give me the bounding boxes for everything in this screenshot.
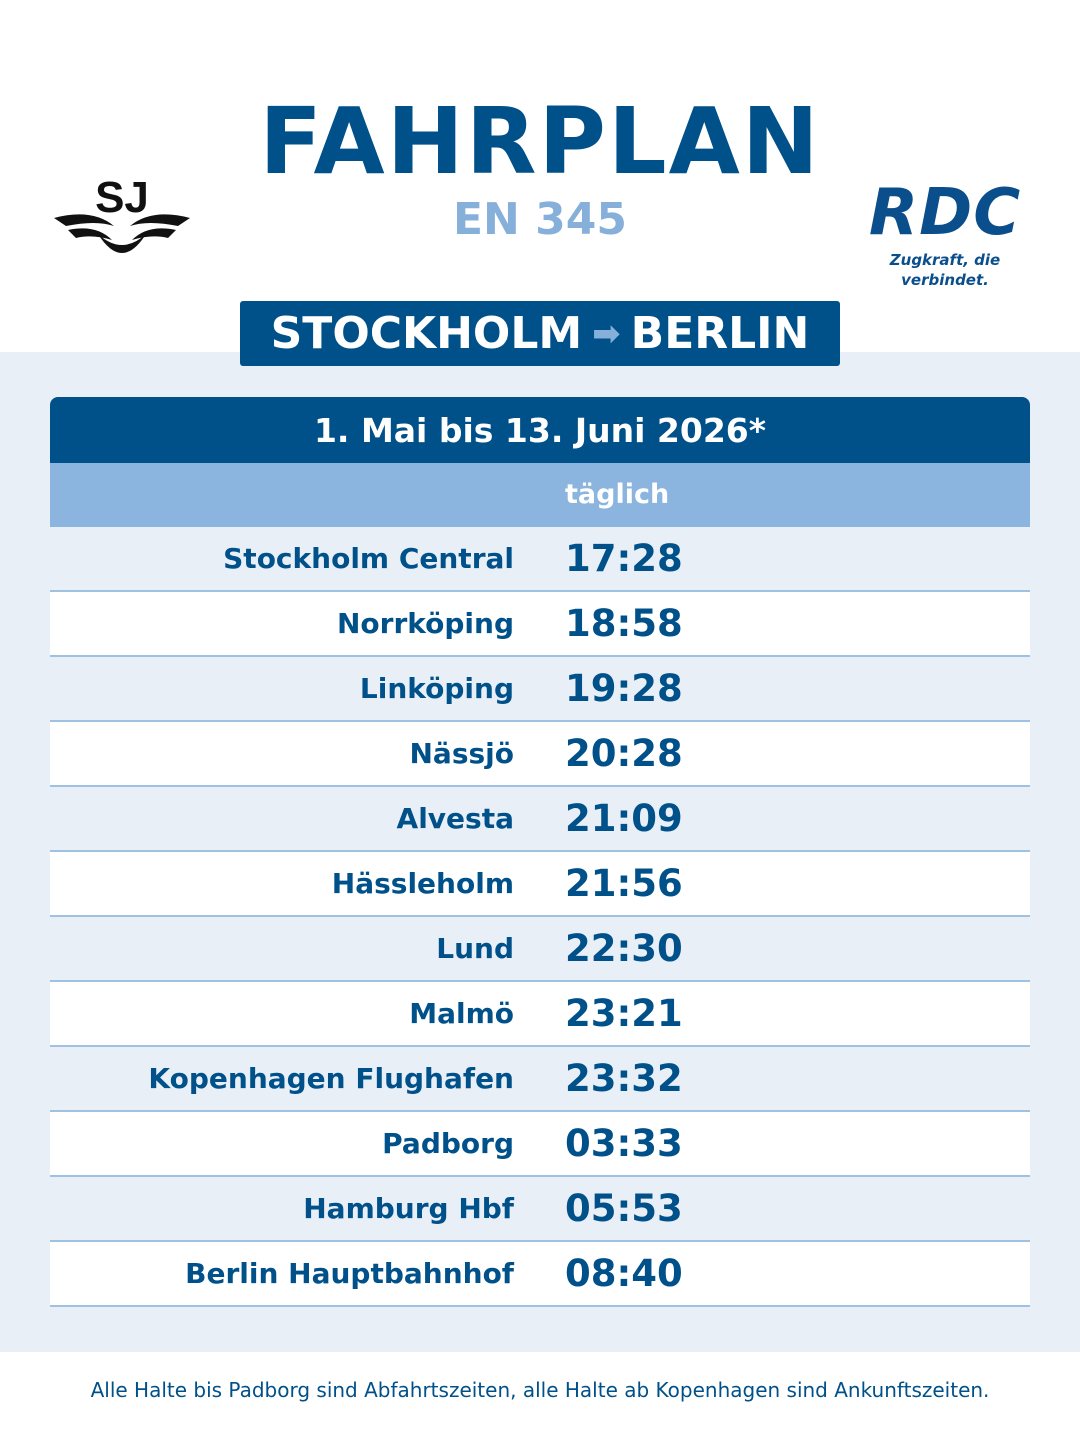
table-row: Hässleholm 21:56 xyxy=(50,852,1030,917)
stop-name: Malmö xyxy=(409,997,514,1030)
stop-list: Stockholm Central 17:28 Norrköping 18:58 Lin… xyxy=(50,527,1030,1307)
route-destination: BERLIN xyxy=(630,308,810,359)
stop-name: Lund xyxy=(436,932,514,965)
train-number: EN 345 xyxy=(452,194,628,245)
footnote: Alle Halte bis Padborg sind Abfahrtszeit… xyxy=(90,1378,990,1402)
table-row: Norrköping 18:58 xyxy=(50,592,1030,657)
table-row: Kopenhagen Flughafen 23:32 xyxy=(50,1047,1030,1112)
table-row: Berlin Hauptbahnhof 08:40 xyxy=(50,1242,1030,1307)
arrow-right-icon: ➡ xyxy=(592,313,621,354)
table-row: Stockholm Central 17:28 xyxy=(50,527,1030,592)
page-title: FAHRPLAN xyxy=(259,88,821,195)
stop-name: Linköping xyxy=(359,672,514,705)
table-row: Hamburg Hbf 05:53 xyxy=(50,1177,1030,1242)
route-origin: STOCKHOLM xyxy=(270,308,583,359)
sj-winged-logo-icon: SJ xyxy=(54,173,190,253)
stop-time: 18:58 xyxy=(565,602,683,645)
stop-name: Berlin Hauptbahnhof xyxy=(185,1257,514,1290)
table-row: Padborg 03:33 xyxy=(50,1112,1030,1177)
stop-name: Hässleholm xyxy=(331,867,514,900)
operating-days-label: täglich xyxy=(565,479,670,510)
stop-time: 08:40 xyxy=(565,1252,683,1295)
stop-time: 17:28 xyxy=(565,537,683,580)
stop-name: Kopenhagen Flughafen xyxy=(148,1062,514,1095)
sj-logo: SJ xyxy=(52,168,192,268)
operating-days-header: täglich xyxy=(50,463,1030,527)
stop-time: 23:32 xyxy=(565,1057,683,1100)
table-row: Lund 22:30 xyxy=(50,917,1030,982)
stop-name: Alvesta xyxy=(396,802,514,835)
rdc-logo-name: RDC xyxy=(868,176,1022,250)
table-row: Nässjö 20:28 xyxy=(50,722,1030,787)
stop-name: Stockholm Central xyxy=(223,542,514,575)
sj-logo-text: SJ xyxy=(95,173,149,222)
stop-name: Norrköping xyxy=(336,607,514,640)
rdc-logo: RDC Zugkraft, die verbindet. xyxy=(845,178,1045,290)
route-banner: STOCKHOLM ➡ BERLIN xyxy=(240,301,840,366)
stop-time: 20:28 xyxy=(565,732,683,775)
stop-time: 23:21 xyxy=(565,992,683,1035)
stop-time: 22:30 xyxy=(565,927,683,970)
stop-time: 05:53 xyxy=(565,1187,683,1230)
stop-name: Hamburg Hbf xyxy=(303,1192,514,1225)
validity-period: 1. Mai bis 13. Juni 2026* xyxy=(50,397,1030,463)
rdc-logo-tagline: Zugkraft, die verbindet. xyxy=(889,251,1001,289)
table-row: Alvesta 21:09 xyxy=(50,787,1030,852)
stop-name: Nässjö xyxy=(409,737,515,770)
table-row: Linköping 19:28 xyxy=(50,657,1030,722)
stop-time: 03:33 xyxy=(565,1122,683,1165)
stop-time: 21:56 xyxy=(565,862,683,905)
stop-name: Padborg xyxy=(382,1127,514,1160)
timetable: 1. Mai bis 13. Juni 2026* täglich Stockh… xyxy=(50,397,1030,1307)
stop-time: 21:09 xyxy=(565,797,683,840)
table-row: Malmö 23:21 xyxy=(50,982,1030,1047)
stop-time: 19:28 xyxy=(565,667,683,710)
